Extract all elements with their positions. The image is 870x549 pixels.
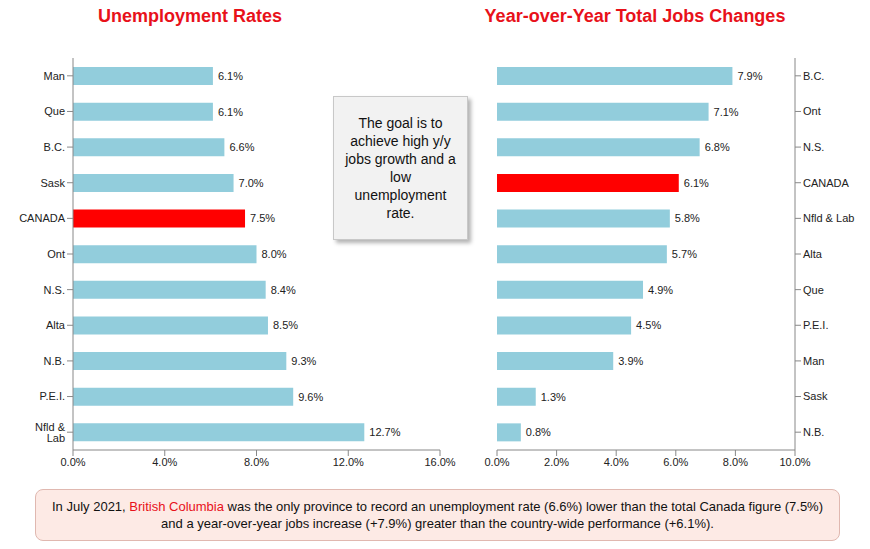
svg-text:8.4%: 8.4% bbox=[271, 284, 296, 296]
svg-text:12.7%: 12.7% bbox=[369, 426, 400, 438]
svg-text:3.9%: 3.9% bbox=[618, 355, 643, 367]
svg-text:P.E.I.: P.E.I. bbox=[40, 390, 65, 402]
svg-text:6.8%: 6.8% bbox=[705, 141, 730, 153]
svg-text:0.0%: 0.0% bbox=[60, 456, 85, 468]
svg-text:8.0%: 8.0% bbox=[244, 456, 269, 468]
svg-text:Que: Que bbox=[803, 284, 824, 296]
svg-text:7.1%: 7.1% bbox=[714, 106, 739, 118]
svg-text:Que: Que bbox=[44, 105, 65, 117]
svg-text:6.1%: 6.1% bbox=[684, 177, 709, 189]
svg-text:8.0%: 8.0% bbox=[262, 248, 287, 260]
svg-text:12.0%: 12.0% bbox=[333, 456, 364, 468]
svg-text:9.6%: 9.6% bbox=[298, 391, 323, 403]
html-text:Year-over-Year Total Jobs Chan: Year-over-Year Total Jobs Changes bbox=[484, 6, 786, 26]
svg-text:10.0%: 10.0% bbox=[779, 456, 810, 468]
svg-text:Ont: Ont bbox=[47, 248, 65, 260]
svg-text:CANADA: CANADA bbox=[19, 212, 66, 224]
svg-text:4.0%: 4.0% bbox=[152, 456, 177, 468]
html-text:The goal is to achieve high y/: The goal is to achieve high y/y jobs gro… bbox=[345, 115, 456, 221]
svg-text:9.3%: 9.3% bbox=[291, 355, 316, 367]
svg-text:0.0%: 0.0% bbox=[484, 456, 509, 468]
svg-text:7.0%: 7.0% bbox=[239, 177, 264, 189]
svg-text:P.E.I.: P.E.I. bbox=[803, 319, 828, 331]
svg-text:5.7%: 5.7% bbox=[672, 248, 697, 260]
svg-text:CANADA: CANADA bbox=[803, 177, 850, 189]
svg-text:6.1%: 6.1% bbox=[218, 106, 243, 118]
svg-text:8.0%: 8.0% bbox=[723, 456, 748, 468]
svg-text:16.0%: 16.0% bbox=[424, 456, 455, 468]
svg-text:2.0%: 2.0% bbox=[544, 456, 569, 468]
svg-text:7.5%: 7.5% bbox=[250, 212, 275, 224]
svg-text:Sask: Sask bbox=[41, 177, 66, 189]
svg-text:Sask: Sask bbox=[803, 390, 828, 402]
svg-text:4.5%: 4.5% bbox=[636, 319, 661, 331]
svg-text:4.0%: 4.0% bbox=[604, 456, 629, 468]
html-text:Unemployment Rates: Unemployment Rates bbox=[98, 6, 282, 26]
svg-text:Nfld &Lab: Nfld &Lab bbox=[35, 421, 66, 444]
svg-text:Nfld & Lab: Nfld & Lab bbox=[803, 212, 854, 224]
svg-text:6.1%: 6.1% bbox=[218, 70, 243, 82]
svg-text:N.B.: N.B. bbox=[44, 355, 65, 367]
svg-text:N.S.: N.S. bbox=[803, 141, 824, 153]
svg-text:7.9%: 7.9% bbox=[737, 70, 762, 82]
svg-text:B.C.: B.C. bbox=[44, 141, 65, 153]
svg-text:6.0%: 6.0% bbox=[663, 456, 688, 468]
svg-text:N.B.: N.B. bbox=[803, 426, 824, 438]
svg-text:B.C.: B.C. bbox=[803, 70, 824, 82]
html-text:In July 2021, British Columbia: In July 2021, British Columbia was the o… bbox=[52, 499, 823, 531]
svg-text:4.9%: 4.9% bbox=[648, 284, 673, 296]
svg-text:Man: Man bbox=[44, 70, 65, 82]
svg-text:1.3%: 1.3% bbox=[541, 391, 566, 403]
svg-text:N.S.: N.S. bbox=[44, 284, 65, 296]
svg-text:Man: Man bbox=[803, 355, 824, 367]
svg-text:Alta: Alta bbox=[46, 319, 66, 331]
svg-text:5.8%: 5.8% bbox=[675, 212, 700, 224]
svg-text:8.5%: 8.5% bbox=[273, 319, 298, 331]
svg-text:Alta: Alta bbox=[803, 248, 823, 260]
svg-text:Ont: Ont bbox=[803, 105, 821, 117]
svg-text:6.6%: 6.6% bbox=[229, 141, 254, 153]
svg-text:0.8%: 0.8% bbox=[526, 426, 551, 438]
